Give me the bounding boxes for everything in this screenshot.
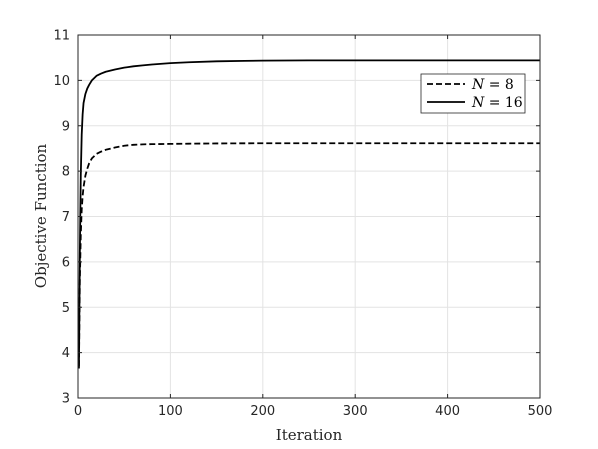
legend-var-n8: N (471, 77, 485, 93)
y-tick-label: 3 (62, 392, 70, 407)
tick-labels: 0 100 200 300 400 500 3 4 5 6 7 8 9 10 11 (53, 29, 552, 420)
legend-label-n16: N = 16 (471, 95, 523, 111)
y-tick-label: 6 (62, 255, 70, 270)
x-axis-label: Iteration (276, 426, 343, 444)
legend-var-n16: N (471, 95, 485, 111)
series-layer (78, 59, 540, 369)
legend-rest-n8: = 8 (484, 77, 514, 93)
series-line-n16 (78, 59, 540, 369)
legend: N = 8 N = 16 (420, 73, 526, 114)
legend-rest-n16: = 16 (484, 95, 523, 111)
x-tick-label: 300 (343, 404, 368, 419)
legend-box (420, 73, 526, 114)
x-tick-label: 200 (250, 404, 275, 419)
x-tick-label: 100 (158, 404, 183, 419)
x-tick-label: 0 (74, 404, 82, 419)
y-tick-label: 9 (62, 119, 70, 134)
y-tick-label: 8 (62, 165, 70, 180)
y-tick-label: 5 (62, 301, 70, 316)
y-tick-label: 4 (62, 346, 70, 361)
y-tick-label: 11 (53, 29, 70, 44)
y-tick-label: 7 (62, 210, 70, 225)
y-axis-label: Objective Function (32, 143, 50, 288)
axis-ticks (77, 34, 541, 399)
series-line-n8 (78, 142, 540, 367)
legend-label-n8: N = 8 (471, 77, 514, 93)
x-tick-label: 500 (528, 404, 553, 419)
x-tick-label: 400 (435, 404, 460, 419)
y-tick-label: 10 (53, 74, 70, 89)
